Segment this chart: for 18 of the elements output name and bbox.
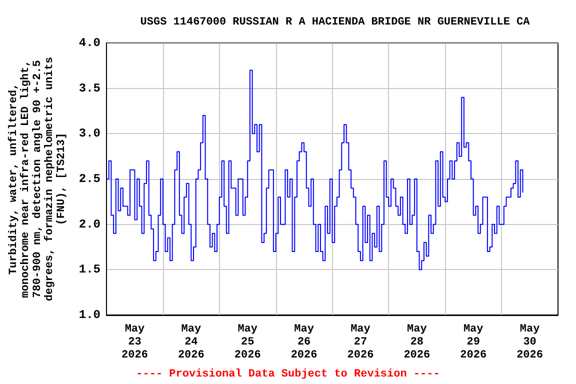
text: ---- Provisional Data Subject to Revision ----	[136, 368, 440, 380]
x-tick-label: May 25 2026	[234, 324, 261, 362]
x-tick-label: May 27 2026	[347, 324, 374, 362]
x-tick-label: May 30 2026	[516, 324, 543, 362]
x-tick-label: May 24 2026	[178, 324, 204, 362]
x-tick-label: May 29 2026	[460, 324, 487, 362]
x-tick-label: May 26 2026	[290, 324, 318, 362]
y-tick-label: 1.0	[78, 308, 101, 322]
chart-title: USGS 11467000 RUSSIAN R A HACIENDA BRIDGE NR GUERNEVILLE CA	[140, 16, 530, 28]
x-tick-label: May 23 2026	[122, 324, 148, 362]
y-tick-label: 3.0	[78, 126, 101, 141]
y-tick-label: 2.5	[78, 172, 101, 186]
y-tick-label: 2.0	[78, 217, 101, 232]
y-tick-label: 4.0	[78, 36, 101, 50]
x-tick-label: May 28 2026	[404, 324, 430, 362]
y-tick-label: 1.5	[78, 262, 101, 277]
y-axis-title: Turbidity, water, unfiltered, monochrome near infra-red LED light, 780-900 nm, detection angle 90 +-2.5 degrees, formazin nephelometric units (FNU), [TS213]	[7, 56, 68, 302]
y-tick-label: 3.5	[78, 81, 101, 96]
